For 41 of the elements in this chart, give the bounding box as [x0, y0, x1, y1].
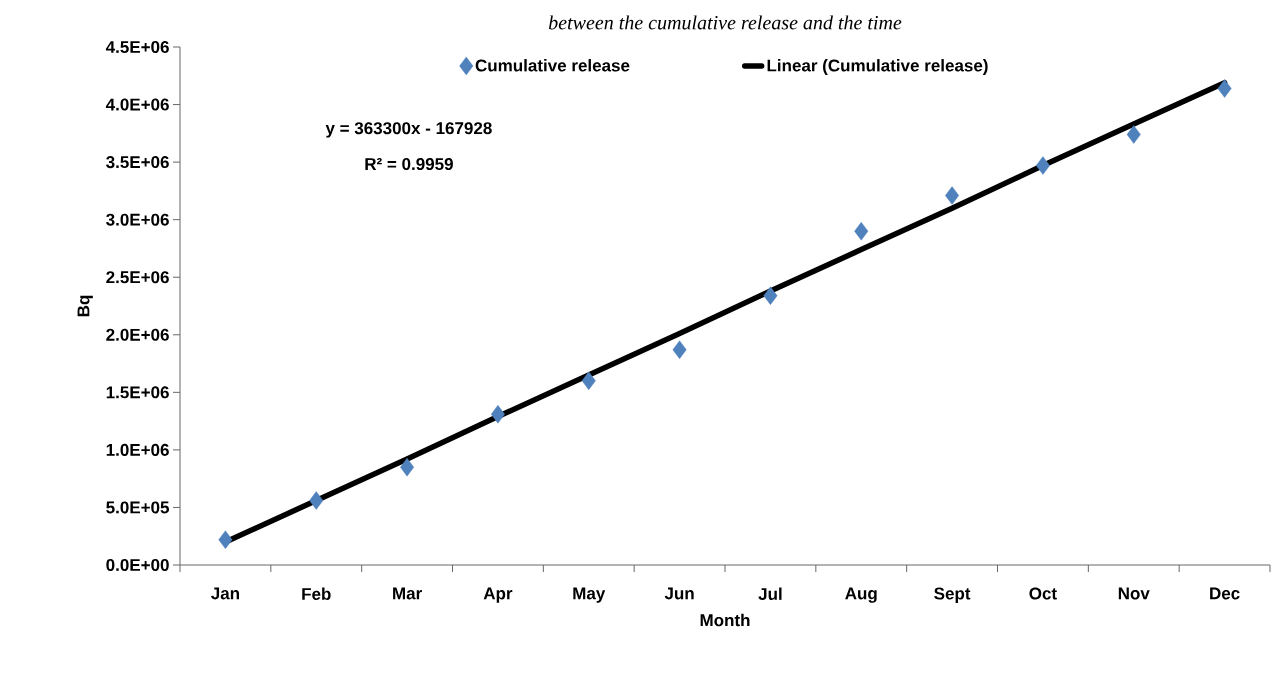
legend-label: Linear (Cumulative release): [767, 59, 988, 75]
point: [945, 186, 960, 205]
point: [1217, 79, 1232, 98]
x-tick-label: Aug: [845, 587, 877, 603]
x-tick-label: Apr: [483, 587, 513, 603]
point: [490, 405, 505, 424]
y-tick-label: 1.5E+06: [106, 386, 169, 399]
x-tick-label: Dec: [1210, 587, 1240, 600]
y-tick-label: 2.5E+06: [106, 271, 169, 284]
point: [309, 491, 324, 510]
legend-label: Cumulative release: [475, 59, 630, 72]
point: [581, 371, 596, 391]
y-tick-label: 1.0E+06: [106, 443, 169, 456]
x-tick-label: Oct: [1029, 587, 1057, 600]
y-tick-label: 5.0E+05: [106, 501, 170, 514]
y-tick-label: 0.0E+00: [106, 558, 169, 572]
x-tick-label: Nov: [1118, 587, 1150, 600]
y-tick-label: 3.5E+06: [106, 156, 169, 169]
y-axis-title: Bq: [77, 295, 93, 317]
point: [1126, 125, 1141, 144]
y-tick-label: 4.0E+06: [105, 98, 169, 111]
point: [672, 340, 687, 359]
y-tick-label: 4.5E+06: [105, 40, 169, 54]
x-axis-title: Month: [700, 613, 750, 627]
chart-title: between the cumulative release and the time: [548, 15, 902, 30]
point: [218, 530, 233, 549]
point: [763, 286, 778, 305]
point: [400, 457, 415, 477]
point: [1035, 156, 1050, 175]
x-tick-label: Feb: [302, 587, 331, 601]
x-tick-label: Jan: [211, 587, 239, 600]
annotation: R² = 0.9959: [365, 158, 453, 171]
annotation: y = 363300x - 167928: [325, 122, 492, 138]
point: [854, 221, 869, 241]
x-tick-label: Sept: [934, 587, 971, 603]
y-tick-label: 3.0E+06: [106, 213, 169, 226]
y-tick-label: 2.0E+06: [106, 328, 169, 341]
x-tick-label: Jun: [664, 587, 694, 600]
x-tick-label: May: [573, 587, 606, 603]
x-tick-label: Mar: [393, 587, 422, 600]
x-tick-label: Jul: [758, 587, 782, 601]
